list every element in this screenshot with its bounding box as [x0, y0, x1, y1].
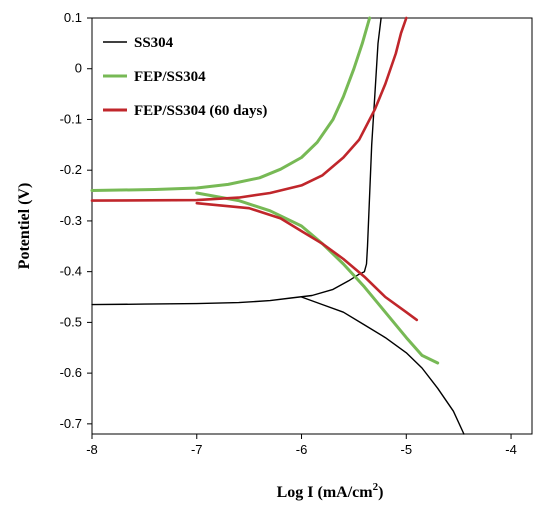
- x-tick-label: -6: [296, 442, 308, 457]
- x-tick-label: -5: [401, 442, 413, 457]
- y-tick-label: -0.2: [60, 162, 82, 177]
- x-axis-title-close: ): [378, 484, 383, 501]
- x-tick-label: -8: [86, 442, 98, 457]
- series-line-1-branch-2: [300, 296, 465, 435]
- series-line-3-branch-1: [90, 16, 408, 202]
- y-tick-label: -0.7: [60, 416, 82, 431]
- y-tick-label: -0.4: [60, 264, 82, 279]
- x-axis-title-main: Log I (mA/cm: [277, 484, 374, 501]
- y-tick-label: -0.1: [60, 111, 82, 126]
- y-tick-label: 0.1: [64, 10, 82, 25]
- legend-label-1: SS304: [134, 35, 174, 51]
- series-line-2-branch-2: [195, 191, 440, 365]
- y-tick-label: -0.5: [60, 314, 82, 329]
- y-tick-label: 0: [75, 61, 82, 76]
- y-axis-ticks: 0.1 0 -0.1 -0.2 -0.3 -0.4 -0.5 -0.6 -0.7: [60, 10, 92, 431]
- y-tick-label: -0.6: [60, 365, 82, 380]
- series-line-2-branch-1: [90, 16, 372, 192]
- x-tick-label: -4: [505, 442, 517, 457]
- legend-label-2: FEP/SS304: [134, 69, 206, 85]
- x-axis-title-superscript: 2: [373, 481, 379, 493]
- legend: SS304 FEP/SS304 FEP/SS304 (60 days): [103, 35, 267, 119]
- y-axis-title: Potentiel (V): [16, 183, 33, 270]
- x-axis-ticks: -8 -7 -6 -5 -4: [86, 434, 517, 457]
- series-line-3-branch-2: [195, 201, 419, 322]
- x-tick-label: -7: [191, 442, 203, 457]
- legend-label-3: FEP/SS304 (60 days): [134, 103, 267, 119]
- x-axis-title: Log I (mA/cm2): [277, 481, 384, 501]
- series-curves: [90, 16, 465, 435]
- plot-frame: [91, 17, 533, 435]
- y-tick-label: -0.3: [60, 213, 82, 228]
